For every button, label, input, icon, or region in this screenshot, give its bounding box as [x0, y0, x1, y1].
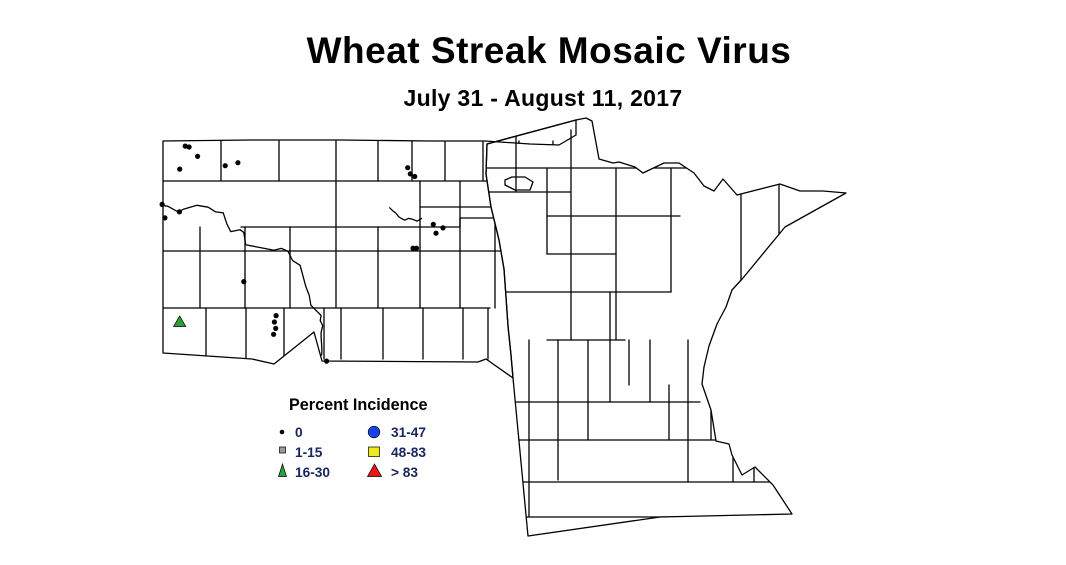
svg-text:0: 0 [295, 425, 303, 440]
svg-text:Percent Incidence: Percent Incidence [289, 396, 428, 414]
svg-text:48-83: 48-83 [391, 445, 426, 460]
svg-text:> 83: > 83 [391, 465, 418, 480]
svg-text:1-15: 1-15 [295, 445, 323, 460]
svg-text:16-30: 16-30 [295, 465, 330, 480]
svg-text:31-47: 31-47 [391, 425, 426, 440]
